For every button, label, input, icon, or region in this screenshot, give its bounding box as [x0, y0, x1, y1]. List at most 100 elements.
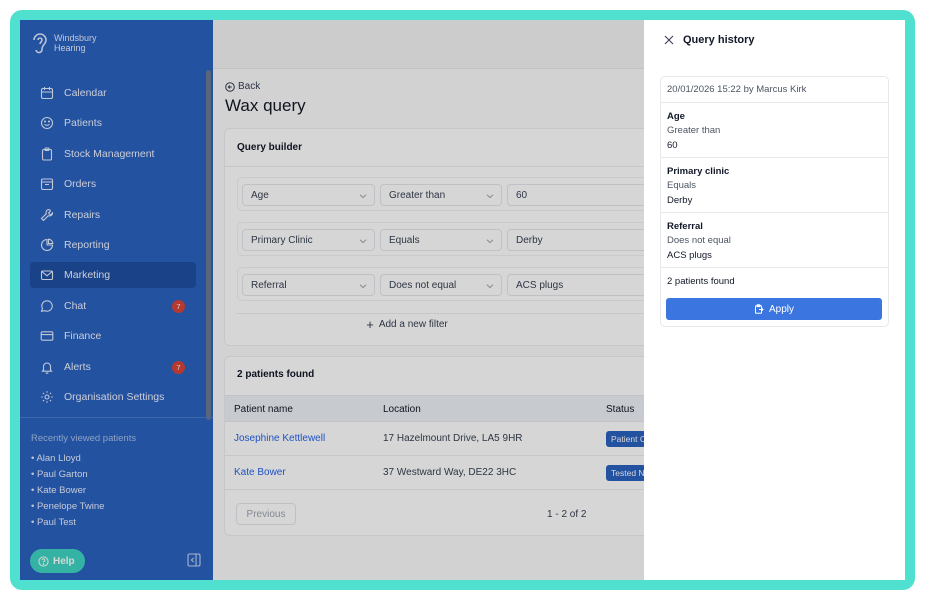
recent-patient-link[interactable]: • Alan Lloyd: [31, 453, 81, 464]
back-arrow-icon: [225, 81, 235, 92]
add-filter-label: Add a new filter: [378, 319, 448, 330]
drawer-title: Query history: [683, 34, 755, 46]
sidebar-item-stock-management[interactable]: Stock Management: [30, 141, 196, 167]
sidebar-item-label: Reporting: [64, 238, 110, 251]
sidebar-item-label: Marketing: [64, 269, 111, 282]
sidebar-item-label: Repairs: [64, 208, 101, 221]
filter-row: Age Greater than 60: [237, 177, 687, 211]
table-row[interactable]: Josephine Kettlewell 17 Hazelmount Drive…: [225, 422, 665, 456]
app: Windsbury Hearing Calendar Patients Stoc…: [20, 20, 905, 580]
history-filter-operator: Greater than: [667, 125, 721, 136]
back-link[interactable]: Back: [225, 81, 260, 92]
column-header: Patient name: [234, 404, 293, 415]
brand-line2: Hearing: [54, 43, 86, 53]
drawer-header: Query history: [644, 20, 905, 60]
recent-patients-title: Recently viewed patients: [31, 433, 137, 444]
results-title: 2 patients found: [237, 369, 315, 380]
history-filter-value: 60: [667, 139, 678, 151]
filter-row: Primary Clinic Equals Derby: [237, 222, 687, 256]
collapse-sidebar-icon[interactable]: [187, 553, 201, 567]
brand-logo[interactable]: Windsbury Hearing: [30, 30, 97, 56]
chat-badge: 7: [172, 299, 185, 313]
column-header: Location: [383, 404, 421, 415]
add-filter-button[interactable]: + Add a new filter: [237, 313, 677, 335]
question-icon: [38, 555, 49, 567]
filter-row: Referral Does not equal ACS plugs: [237, 267, 687, 301]
table-row[interactable]: Kate Bower 37 Westward Way, DE22 3HC Tes…: [225, 456, 665, 490]
filter-operator-value: Equals: [389, 234, 420, 246]
pie-chart-icon: [40, 238, 54, 251]
sidebar-scrollbar[interactable]: [206, 70, 211, 420]
sidebar-item-label: Stock Management: [64, 147, 155, 160]
recent-patient-link[interactable]: • Paul Test: [31, 517, 76, 528]
table-header: Patient name Location Status: [225, 395, 665, 422]
sidebar-item-label: Organisation Settings: [64, 390, 165, 403]
filter-field-select[interactable]: Age: [242, 184, 375, 206]
bell-icon: [41, 361, 53, 374]
sidebar-item-repairs[interactable]: Repairs: [30, 202, 196, 228]
chevron-down-icon: [486, 284, 494, 289]
column-header: Status: [606, 404, 635, 415]
apply-label: Apply: [768, 303, 794, 315]
help-button[interactable]: Help: [30, 549, 85, 573]
sidebar-item-alerts[interactable]: Alerts 7: [30, 354, 196, 380]
chevron-down-icon: [359, 284, 367, 289]
filter-operator-select[interactable]: Does not equal: [380, 274, 502, 296]
query-builder-card: Query builder Age Greater than 60 Primar…: [224, 128, 687, 346]
history-entry-card: 20/01/2026 15:22 by Marcus Kirk Age Grea…: [660, 76, 889, 327]
recent-patient-link[interactable]: • Kate Bower: [31, 485, 87, 496]
filter-value-input[interactable]: ACS plugs: [507, 274, 687, 296]
sidebar-item-calendar[interactable]: Calendar: [30, 80, 196, 106]
sidebar-nav: Calendar Patients Stock Management Order…: [30, 80, 196, 414]
card-icon: [40, 331, 54, 341]
pagination-info: 1 - 2 of 2: [547, 509, 587, 520]
sidebar-item-reporting[interactable]: Reporting: [30, 232, 196, 258]
history-filter: Referral Does not equal ACS plugs: [661, 213, 888, 268]
chevron-down-icon: [359, 194, 367, 199]
patient-name-link[interactable]: Josephine Kettlewell: [234, 433, 326, 444]
calendar-icon: [40, 87, 54, 100]
patient-name-link[interactable]: Kate Bower: [234, 467, 286, 478]
history-filter-operator: Does not equal: [667, 235, 731, 246]
filter-value: ACS plugs: [516, 279, 564, 291]
chat-icon: [40, 299, 53, 312]
filter-operator-value: Does not equal: [389, 279, 457, 291]
history-filter-field: Age: [667, 111, 685, 122]
apply-button[interactable]: Apply: [666, 298, 882, 320]
filter-field-select[interactable]: Primary Clinic: [242, 229, 375, 251]
filter-operator-select[interactable]: Equals: [380, 229, 502, 251]
query-builder-title: Query builder: [225, 129, 663, 167]
sidebar-item-marketing[interactable]: Marketing: [30, 262, 196, 289]
sidebar-item-label: Chat: [64, 299, 87, 312]
sidebar-item-finance[interactable]: Finance: [30, 323, 196, 349]
chevron-down-icon: [486, 239, 494, 244]
chevron-down-icon: [486, 194, 494, 199]
sidebar-item-organisation-settings[interactable]: Organisation Settings: [30, 384, 196, 410]
history-result-count: 2 patients found: [667, 276, 735, 287]
clipboard-icon: [41, 147, 53, 161]
recent-patient-link[interactable]: • Paul Garton: [31, 469, 88, 480]
status-badge: Patient C: [606, 431, 646, 447]
smiley-icon: [40, 117, 54, 130]
clipboard-paste-icon: [754, 304, 764, 314]
recent-patients: Recently viewed patients • Alan Lloyd • …: [20, 417, 213, 546]
brand-line1: Windsbury: [54, 33, 97, 43]
sidebar-item-label: Calendar: [64, 87, 107, 99]
filter-field-select[interactable]: Referral: [242, 274, 375, 296]
sidebar-item-patients[interactable]: Patients: [30, 110, 196, 136]
plus-icon: +: [366, 316, 374, 332]
chevron-down-icon: [359, 239, 367, 244]
filter-operator-select[interactable]: Greater than: [380, 184, 502, 206]
history-filter: Age Greater than 60: [661, 103, 888, 158]
patient-location: 37 Westward Way, DE22 3HC: [383, 467, 517, 478]
history-filter-operator: Equals: [667, 180, 697, 191]
close-icon[interactable]: [664, 35, 674, 45]
history-filter: Primary clinic Equals Derby: [661, 158, 888, 213]
previous-button[interactable]: Previous: [236, 503, 296, 525]
mail-icon: [40, 270, 54, 281]
sidebar-item-label: Orders: [64, 178, 97, 191]
filter-value: 60: [516, 189, 528, 201]
sidebar-item-chat[interactable]: Chat 7: [30, 293, 196, 319]
sidebar-item-orders[interactable]: Orders: [30, 171, 196, 197]
recent-patient-link[interactable]: • Penelope Twine: [31, 501, 105, 512]
